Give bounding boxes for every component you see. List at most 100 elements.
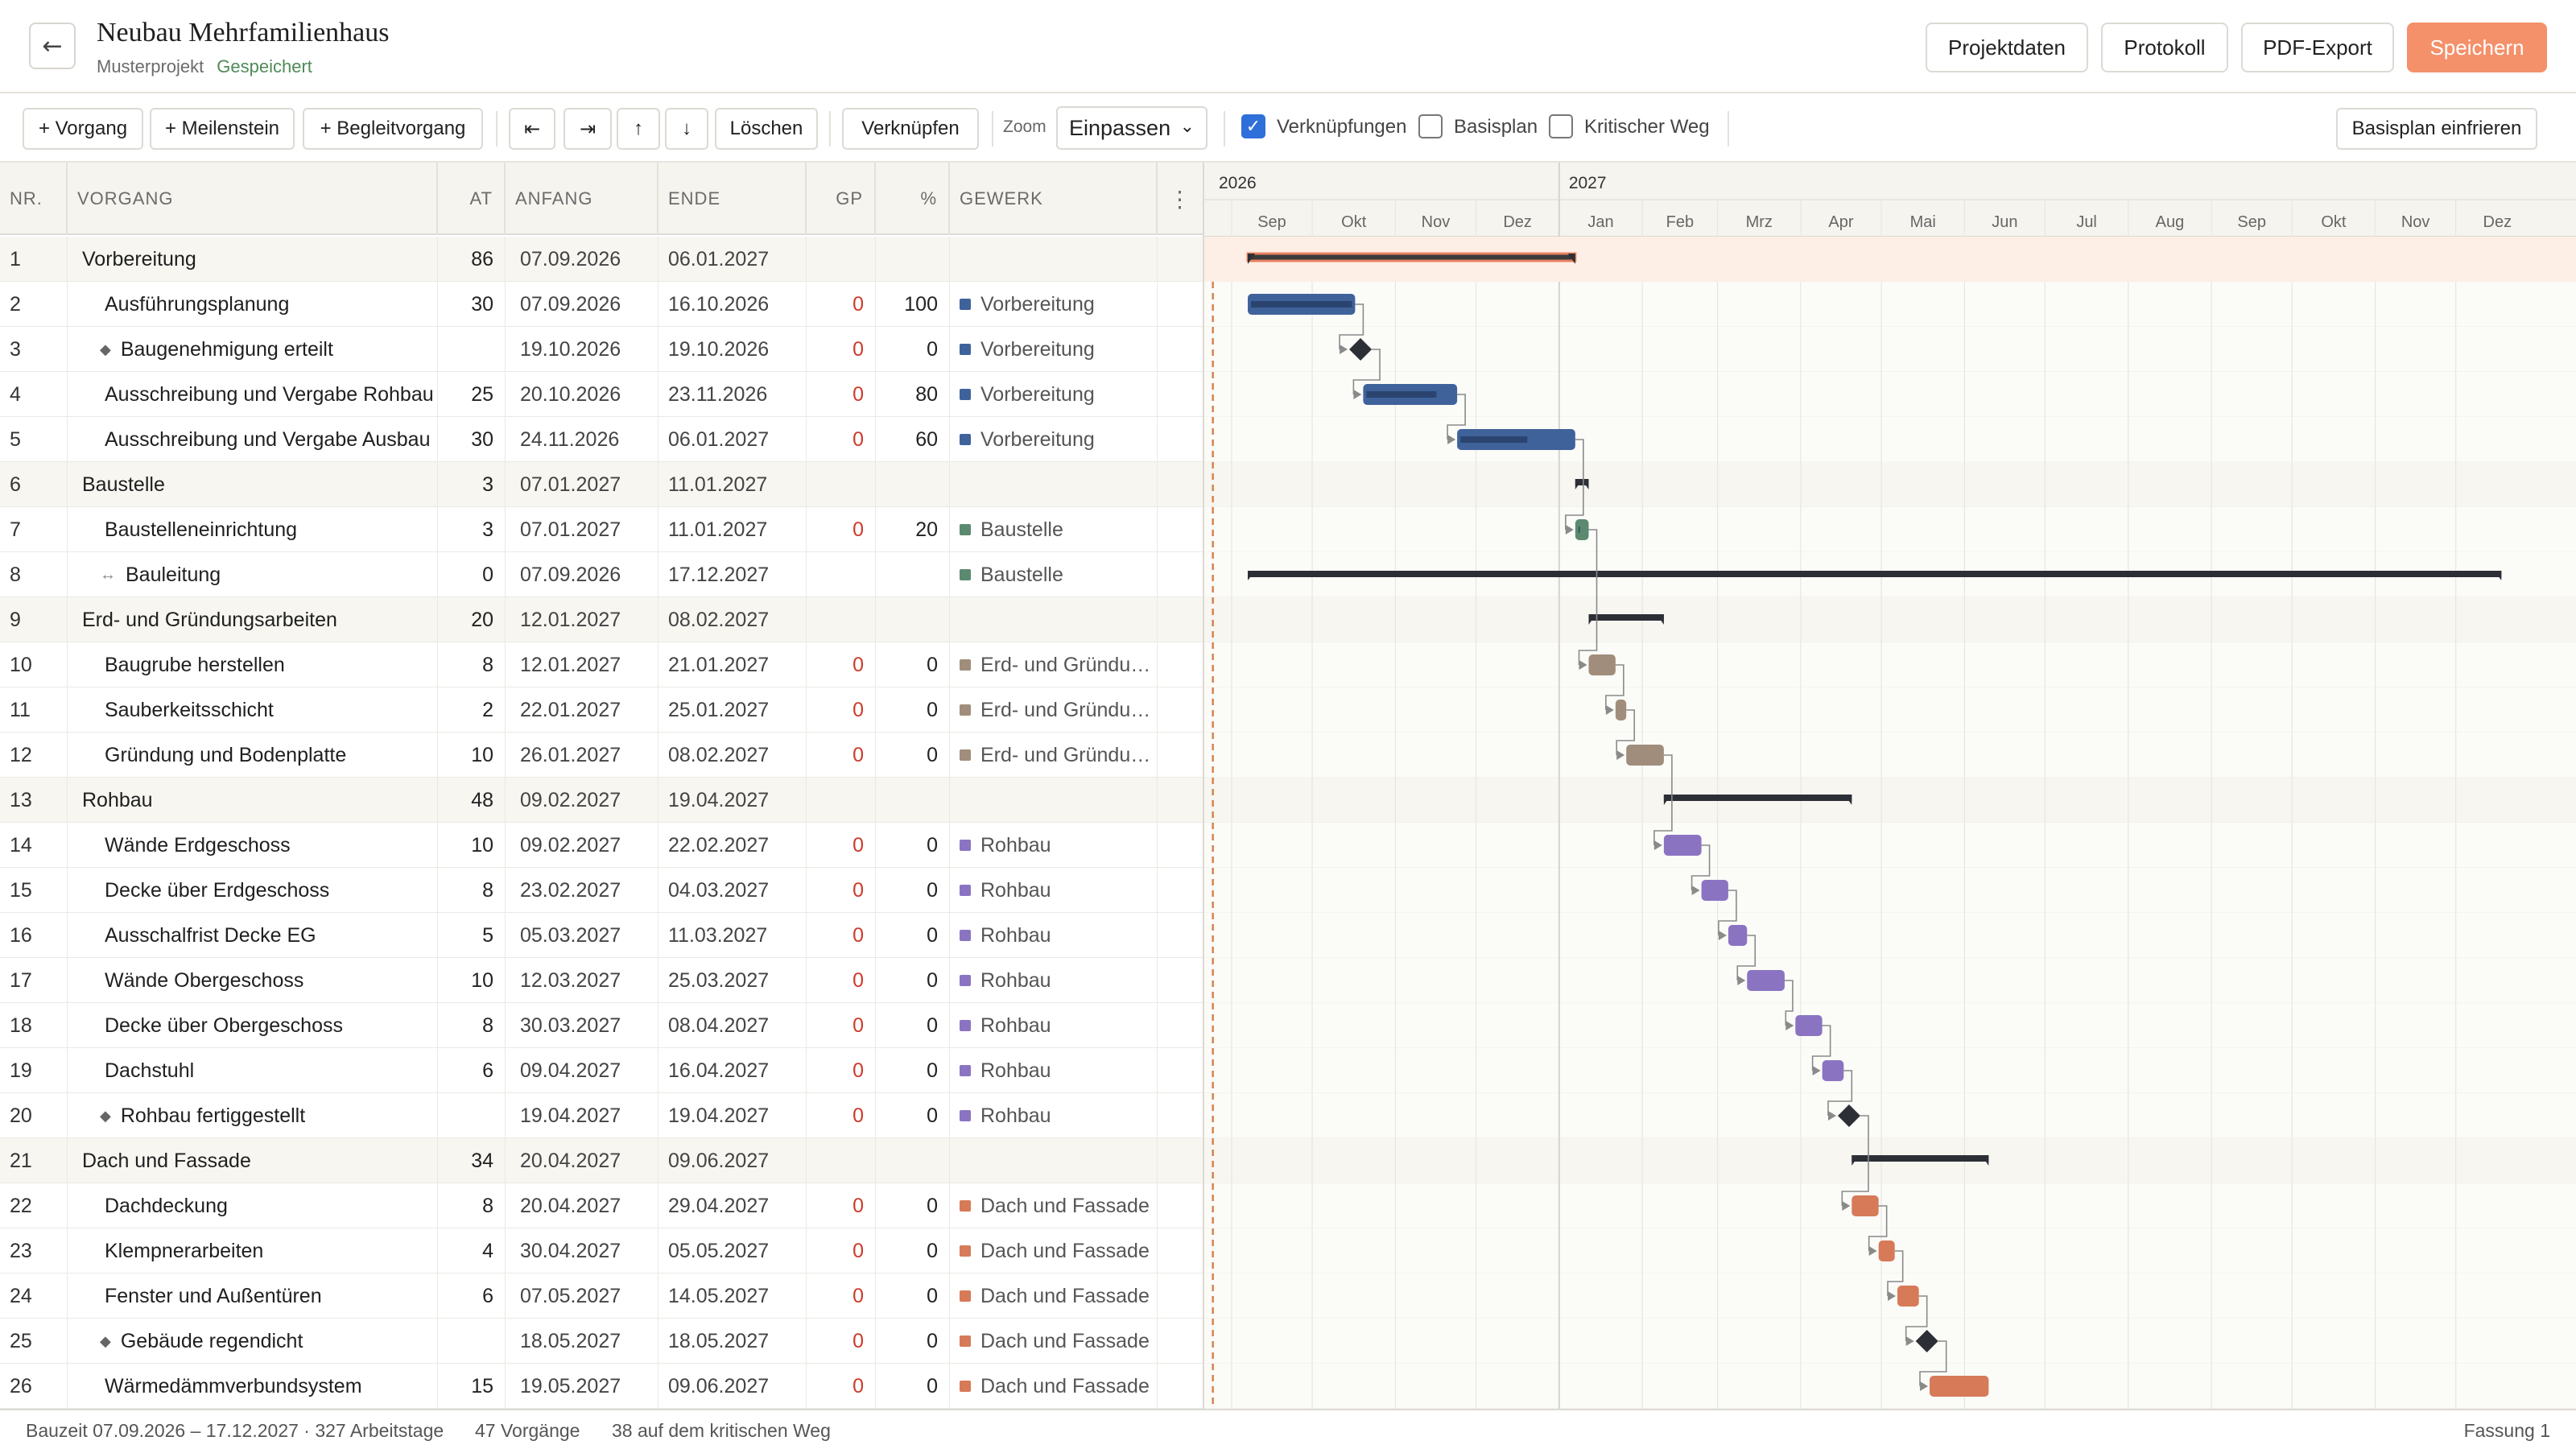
end-date-cell[interactable]: 09.06.2027 <box>658 1138 807 1183</box>
task-row[interactable]: 3 ◆ Baugenehmigung erteilt 19.10.2026 19.10.… <box>0 327 1203 372</box>
end-date-cell[interactable]: 04.03.2027 <box>658 868 807 913</box>
start-date-cell[interactable]: 05.03.2027 <box>506 913 658 958</box>
progress-cell[interactable]: 60 <box>876 417 950 462</box>
progress-cell[interactable]: 0 <box>876 1183 950 1228</box>
trade-cell[interactable]: Rohbau <box>950 1048 1158 1093</box>
end-date-cell[interactable]: 17.12.2027 <box>658 552 807 597</box>
baseline-checkbox[interactable] <box>1418 114 1443 138</box>
end-date-cell[interactable]: 11.01.2027 <box>658 507 807 552</box>
duration-cell[interactable]: 2 <box>438 687 506 733</box>
task-name-cell[interactable]: ◆ Gebäude regendicht <box>68 1319 438 1364</box>
task-name-cell[interactable]: Rohbau <box>68 778 438 823</box>
task-row[interactable]: 22 Dachdeckung 8 20.04.2027 29.04.2027 0 0 Dach… <box>0 1183 1203 1228</box>
indent-button[interactable]: ⇥ <box>564 108 612 150</box>
progress-cell[interactable]: 0 <box>876 733 950 778</box>
task-name-cell[interactable]: Decke über Erdgeschoss <box>68 868 438 913</box>
trade-cell[interactable]: Baustelle <box>950 507 1158 552</box>
duration-cell[interactable]: 3 <box>438 507 506 552</box>
task-row[interactable]: 5 Ausschreibung und Vergabe Ausbau 30 24.11… <box>0 417 1203 462</box>
task-name-cell[interactable]: Baustelleneinrichtung <box>68 507 438 552</box>
trade-cell[interactable]: Erd- und Gründungsarbeiten <box>950 642 1158 687</box>
duration-cell[interactable]: 5 <box>438 913 506 958</box>
task-name-cell[interactable]: Sauberkeitsschicht <box>68 687 438 733</box>
progress-cell[interactable]: 0 <box>876 1048 950 1093</box>
start-date-cell[interactable]: 20.04.2027 <box>506 1183 658 1228</box>
column-header-nr[interactable]: NR. <box>0 163 68 235</box>
trade-cell[interactable]: Baustelle <box>950 552 1158 597</box>
trade-cell[interactable]: Rohbau <box>950 913 1158 958</box>
end-date-cell[interactable]: 11.01.2027 <box>658 462 807 507</box>
task-name-cell[interactable]: Ausschreibung und Vergabe Ausbau <box>68 417 438 462</box>
task-name-cell[interactable]: Wände Obergeschoss <box>68 958 438 1003</box>
start-date-cell[interactable]: 19.05.2027 <box>506 1364 658 1409</box>
duration-cell[interactable] <box>438 327 506 372</box>
end-date-cell[interactable]: 16.10.2026 <box>658 282 807 327</box>
trade-cell[interactable]: Vorbereitung <box>950 327 1158 372</box>
trade-cell[interactable] <box>950 462 1158 507</box>
task-name-cell[interactable]: Baustelle <box>68 462 438 507</box>
summary-row[interactable]: 21 Dach und Fassade 34 20.04.2027 09.06.2027 <box>0 1138 1203 1183</box>
column-header-vorgang[interactable]: VORGANG <box>68 163 438 235</box>
progress-cell[interactable]: 0 <box>876 687 950 733</box>
task-row[interactable]: 17 Wände Obergeschoss 10 12.03.2027 25.03.20… <box>0 958 1203 1003</box>
start-date-cell[interactable]: 07.09.2026 <box>506 282 658 327</box>
duration-cell[interactable]: 8 <box>438 642 506 687</box>
task-row[interactable]: 8 ↔ Bauleitung 0 07.09.2026 17.12.2027 Baustel… <box>0 552 1203 597</box>
back-button[interactable]: ← <box>29 23 76 69</box>
duration-cell[interactable]: 8 <box>438 868 506 913</box>
progress-cell[interactable]: 100 <box>876 282 950 327</box>
start-date-cell[interactable]: 19.04.2027 <box>506 1093 658 1138</box>
column-header-at[interactable]: AT <box>438 163 506 235</box>
start-date-cell[interactable]: 12.01.2027 <box>506 642 658 687</box>
gantt-chart[interactable]: Sep Okt Nov Dez Jan Feb Mrz Apr Mai Jun Jul Aug Sep O… <box>1203 163 2576 1409</box>
end-date-cell[interactable]: 14.05.2027 <box>658 1274 807 1319</box>
save-button[interactable]: Speichern <box>2407 23 2547 72</box>
start-date-cell[interactable]: 07.09.2026 <box>506 552 658 597</box>
start-date-cell[interactable]: 09.02.2027 <box>506 778 658 823</box>
column-header-gewerk[interactable]: GEWERK <box>950 163 1158 235</box>
task-name-cell[interactable]: Erd- und Gründungsarbeiten <box>68 597 438 642</box>
trade-cell[interactable]: Dach und Fassade <box>950 1274 1158 1319</box>
progress-cell[interactable]: 0 <box>876 868 950 913</box>
end-date-cell[interactable]: 21.01.2027 <box>658 642 807 687</box>
protokoll-button[interactable]: Protokoll <box>2101 23 2228 72</box>
duration-cell[interactable] <box>438 1319 506 1364</box>
end-date-cell[interactable]: 06.01.2027 <box>658 237 807 282</box>
end-date-cell[interactable]: 08.04.2027 <box>658 1003 807 1048</box>
link-button[interactable]: Verknüpfen <box>842 108 979 150</box>
end-date-cell[interactable]: 08.02.2027 <box>658 733 807 778</box>
gantt-canvas[interactable]: Sep Okt Nov Dez Jan Feb Mrz Apr Mai Jun Jul Aug Sep O… <box>1204 163 2576 1409</box>
links-checkbox[interactable]: ✓ <box>1241 114 1265 138</box>
start-date-cell[interactable]: 20.04.2027 <box>506 1138 658 1183</box>
task-name-cell[interactable]: Ausführungsplanung <box>68 282 438 327</box>
trade-cell[interactable] <box>950 237 1158 282</box>
task-name-cell[interactable]: Ausschalfrist Decke EG <box>68 913 438 958</box>
start-date-cell[interactable]: 26.01.2027 <box>506 733 658 778</box>
start-date-cell[interactable]: 23.02.2027 <box>506 868 658 913</box>
start-date-cell[interactable]: 30.03.2027 <box>506 1003 658 1048</box>
end-date-cell[interactable]: 16.04.2027 <box>658 1048 807 1093</box>
duration-cell[interactable]: 48 <box>438 778 506 823</box>
progress-cell[interactable] <box>876 1138 950 1183</box>
duration-cell[interactable]: 3 <box>438 462 506 507</box>
trade-cell[interactable]: Rohbau <box>950 868 1158 913</box>
trade-cell[interactable]: Rohbau <box>950 1003 1158 1048</box>
summary-row[interactable]: 9 Erd- und Gründungsarbeiten 20 12.01.2027 0… <box>0 597 1203 642</box>
end-date-cell[interactable]: 25.03.2027 <box>658 958 807 1003</box>
trade-cell[interactable]: Erd- und Gründungsarbeiten <box>950 687 1158 733</box>
end-date-cell[interactable]: 05.05.2027 <box>658 1228 807 1274</box>
end-date-cell[interactable]: 18.05.2027 <box>658 1319 807 1364</box>
column-menu-icon[interactable]: ⋮ <box>1168 186 1192 212</box>
task-row[interactable]: 15 Decke über Erdgeschoss 8 23.02.2027 04.03… <box>0 868 1203 913</box>
progress-cell[interactable]: 80 <box>876 372 950 417</box>
duration-cell[interactable]: 15 <box>438 1364 506 1409</box>
start-date-cell[interactable]: 09.04.2027 <box>506 1048 658 1093</box>
progress-cell[interactable]: 0 <box>876 327 950 372</box>
progress-cell[interactable]: 0 <box>876 642 950 687</box>
start-date-cell[interactable]: 19.10.2026 <box>506 327 658 372</box>
projektdaten-button[interactable]: Projektdaten <box>1926 23 2088 72</box>
progress-cell[interactable]: 0 <box>876 1274 950 1319</box>
move-up-button[interactable]: ↑ <box>617 108 660 150</box>
start-date-cell[interactable]: 07.01.2027 <box>506 462 658 507</box>
start-date-cell[interactable]: 24.11.2026 <box>506 417 658 462</box>
